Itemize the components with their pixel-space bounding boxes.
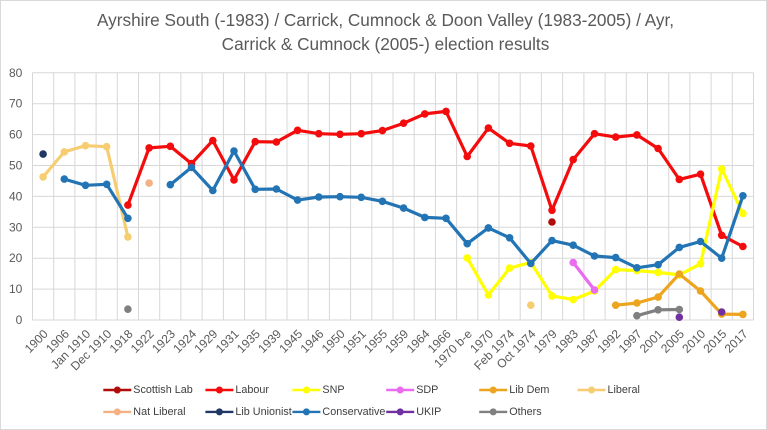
svg-text:Liberal: Liberal (608, 384, 640, 396)
svg-text:Scottish Lab: Scottish Lab (133, 384, 192, 396)
svg-text:80: 80 (9, 66, 23, 80)
svg-text:40: 40 (9, 189, 23, 203)
svg-text:50: 50 (9, 159, 23, 173)
svg-text:Lib Dem: Lib Dem (509, 384, 549, 396)
svg-text:Labour: Labour (235, 384, 269, 396)
svg-text:10: 10 (9, 282, 23, 296)
svg-text:60: 60 (9, 128, 23, 142)
svg-text:0: 0 (16, 313, 23, 327)
svg-text:Conservative: Conservative (322, 406, 385, 418)
svg-text:SDP: SDP (416, 384, 438, 396)
svg-text:20: 20 (9, 251, 23, 265)
svg-text:SNP: SNP (322, 384, 344, 396)
svg-text:70: 70 (9, 97, 23, 111)
svg-text:2017: 2017 (722, 327, 751, 356)
svg-text:UKIP: UKIP (416, 406, 441, 418)
svg-text:Others: Others (509, 406, 542, 418)
svg-text:Nat Liberal: Nat Liberal (133, 406, 185, 418)
svg-text:Lib Unionist: Lib Unionist (235, 406, 291, 418)
svg-text:30: 30 (9, 220, 23, 234)
